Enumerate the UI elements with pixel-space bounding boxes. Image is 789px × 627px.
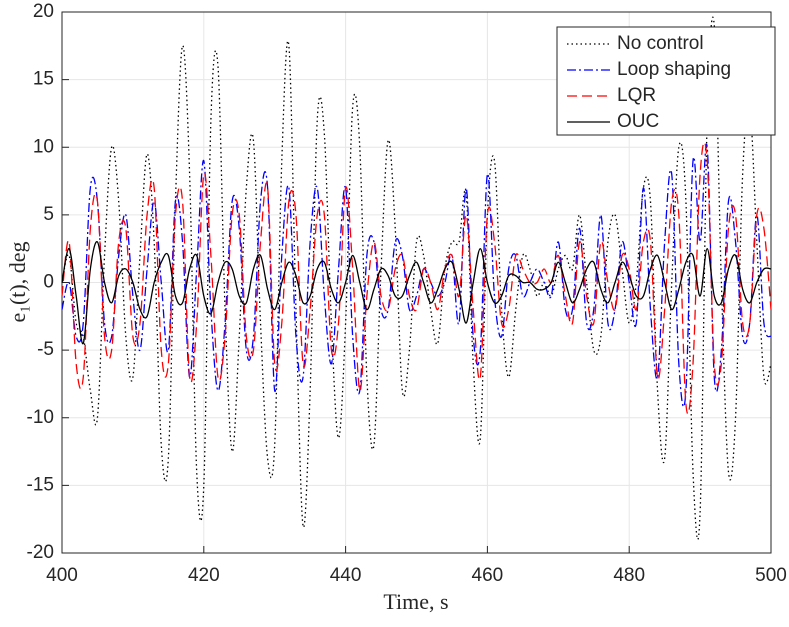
y-tick-label: -5 xyxy=(37,339,54,360)
y-tick-label: 20 xyxy=(33,1,54,22)
y-axis-label: e₁(t), deg xyxy=(5,242,30,323)
y-tick-label: -20 xyxy=(27,542,54,563)
y-tick-label: 10 xyxy=(33,136,54,157)
x-tick-label: 440 xyxy=(330,565,362,586)
legend-label: Loop shaping xyxy=(617,59,731,80)
x-tick-label: 400 xyxy=(46,565,78,586)
x-tick-label: 480 xyxy=(613,565,645,586)
data-line xyxy=(61,241,772,345)
data-line xyxy=(61,143,772,408)
legend-label: OUC xyxy=(617,111,659,132)
y-tick-label: -15 xyxy=(27,474,54,495)
y-tick-label: 15 xyxy=(33,69,54,90)
x-tick-label: 420 xyxy=(188,565,220,586)
y-tick-label: 5 xyxy=(43,204,54,225)
data-line xyxy=(61,141,772,415)
x-tick-label: 500 xyxy=(755,565,787,586)
x-axis-label: Time, s xyxy=(383,589,448,614)
x-tick-label: 460 xyxy=(472,565,504,586)
legend-box xyxy=(556,26,776,136)
y-tick-label: 0 xyxy=(43,272,54,293)
y-tick-label: -10 xyxy=(27,407,54,428)
legend-label: No control xyxy=(617,33,704,54)
legend-label: LQR xyxy=(617,85,656,106)
